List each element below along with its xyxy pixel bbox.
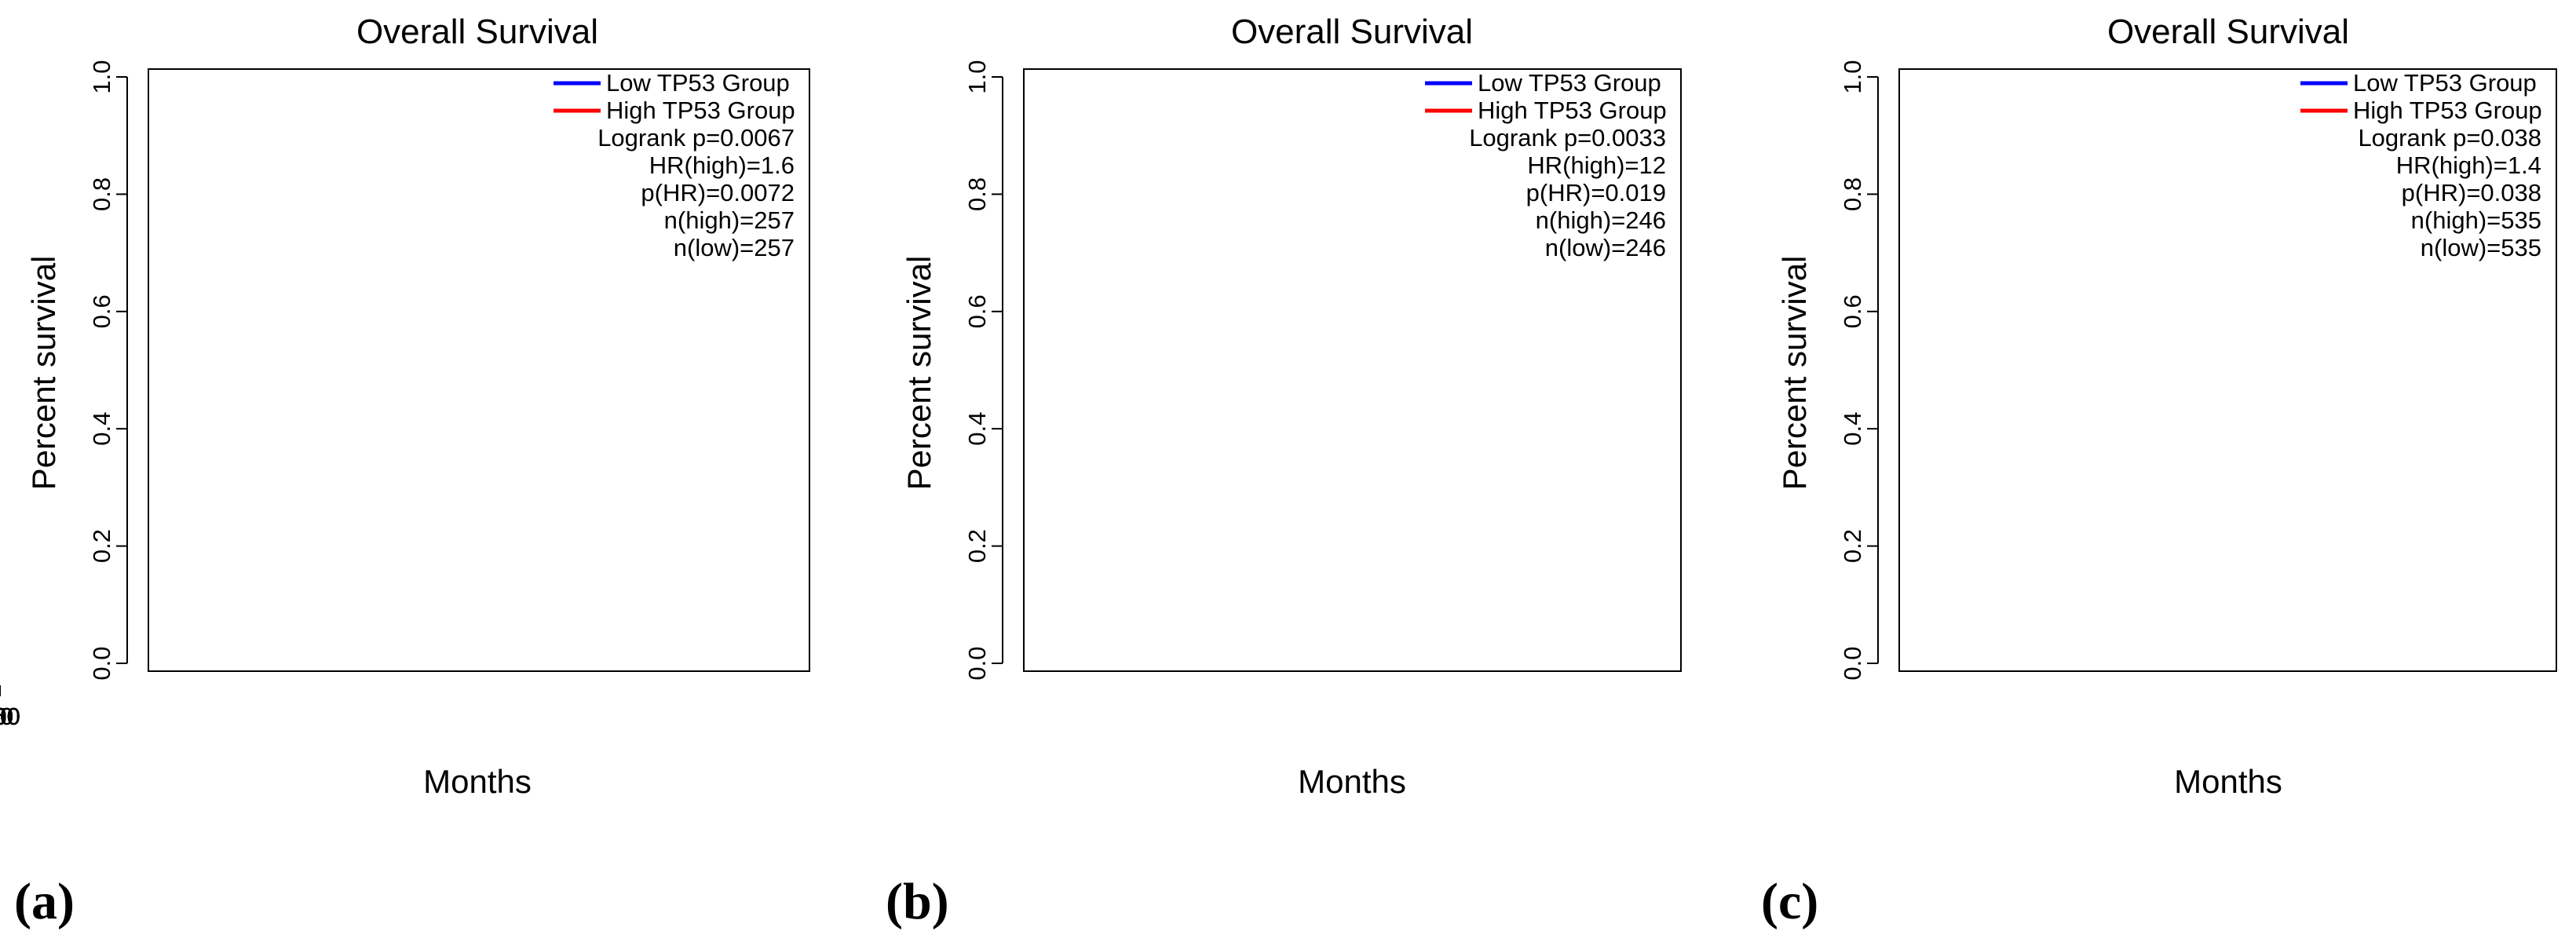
chart-title: Overall Survival <box>356 13 598 51</box>
y-axis-label: Percent survival <box>901 256 937 491</box>
y-tick-label: 0.0 <box>1839 646 1866 680</box>
y-tick-label: 1.0 <box>88 60 115 93</box>
y-tick-label: 0.2 <box>1839 529 1866 563</box>
x-axis-label: Months <box>1298 763 1406 800</box>
x-tick-label: 50 <box>0 703 13 730</box>
x-tick-label: 200 <box>0 703 20 730</box>
stat-label: n(high)=535 <box>2411 206 2541 234</box>
y-tick-label: 0.4 <box>1839 412 1866 446</box>
stat-label: p(HR)=0.019 <box>1526 179 1666 206</box>
stat-label: Logrank p=0.038 <box>2358 124 2541 152</box>
y-tick-label: 0.0 <box>88 646 115 680</box>
stat-label: HR(high)=1.4 <box>2396 152 2541 179</box>
stat-label: HR(high)=1.6 <box>649 152 795 179</box>
stat-label: n(high)=246 <box>1536 206 1666 234</box>
panel-c: Overall Survival Percent survival Months… <box>0 13 2557 930</box>
legend-entry: Low TP53 Group <box>606 69 790 97</box>
plot-area: 0.0 0.2 0.4 0.6 0.8 1.0 050100150200 Low TP53 G… <box>0 60 810 730</box>
y-tick-label: 0.8 <box>88 177 115 211</box>
legend-entry: Low TP53 Group <box>2353 69 2537 97</box>
y-tick-label: 0.0 <box>963 646 991 680</box>
legend-entry: High TP53 Group <box>2353 97 2542 124</box>
x-tick-label: 200 <box>0 703 20 730</box>
x-tick-label: 50 <box>0 703 13 730</box>
x-tick-label: 150 <box>0 703 20 730</box>
stat-label: p(HR)=0.038 <box>2402 179 2541 206</box>
stat-label: p(HR)=0.0072 <box>641 179 795 206</box>
panel-letter: (c) <box>1761 873 1818 930</box>
x-tick-label: 100 <box>0 703 20 730</box>
y-tick-label: 0.2 <box>963 529 991 563</box>
y-tick-label: 0.4 <box>963 412 991 446</box>
panel-a: Overall Survival Percent survival Months… <box>0 13 810 930</box>
y-tick-label: 0.4 <box>88 412 115 446</box>
plot-area: 0.0 0.2 0.4 0.6 0.8 1.0 050100150 Low TP53 Grou… <box>0 60 1682 730</box>
y-axis-label: Percent survival <box>1776 256 1813 491</box>
legend-entry: High TP53 Group <box>606 97 795 124</box>
x-axis-label: Months <box>2174 763 2282 800</box>
plot-frame <box>148 68 810 672</box>
y-tick-label: 0.2 <box>88 529 115 563</box>
y-tick-label: 1.0 <box>963 60 991 93</box>
x-tick-label: 250 <box>0 703 20 730</box>
x-tick-label: 150 <box>0 703 20 730</box>
y-tick-label: 0.8 <box>1839 177 1866 211</box>
stat-label: HR(high)=12 <box>1527 152 1666 179</box>
chart-title: Overall Survival <box>1231 13 1473 51</box>
plot-frame <box>1898 68 2557 672</box>
stat-label: n(low)=257 <box>674 234 795 261</box>
plot-frame <box>1023 68 1682 672</box>
x-tick-label: 0 <box>0 703 7 730</box>
stat-label: n(high)=257 <box>664 206 795 234</box>
chart-title: Overall Survival <box>2107 13 2349 51</box>
y-tick-label: 0.6 <box>1839 294 1866 328</box>
x-tick-label: 100 <box>0 703 20 730</box>
x-tick-label: 0 <box>0 703 7 730</box>
stat-label: n(low)=246 <box>1545 234 1666 261</box>
panel-letter: (b) <box>886 873 949 930</box>
panel-b: Overall Survival Percent survival Months… <box>0 13 1682 930</box>
panel-letter: (a) <box>14 873 75 930</box>
x-tick-label: 0 <box>0 703 7 730</box>
y-tick-label: 0.6 <box>88 294 115 328</box>
x-tick-label: 100 <box>0 703 20 730</box>
y-tick-label: 0.8 <box>963 177 991 211</box>
stat-label: Logrank p=0.0033 <box>1469 124 1666 152</box>
legend-entry: High TP53 Group <box>1478 97 1667 124</box>
x-tick-label: 50 <box>0 703 13 730</box>
y-axis-label: Percent survival <box>25 256 62 491</box>
y-tick-label: 1.0 <box>1839 60 1866 93</box>
plot-area: 0.0 0.2 0.4 0.6 0.8 1.0 050100150200250 Low TP5… <box>0 60 2557 730</box>
stat-label: Logrank p=0.0067 <box>597 124 795 152</box>
x-tick-label: 150 <box>0 703 20 730</box>
stat-label: n(low)=535 <box>2421 234 2541 261</box>
legend-entry: Low TP53 Group <box>1478 69 1661 97</box>
y-tick-label: 0.6 <box>963 294 991 328</box>
x-axis-label: Months <box>423 763 532 800</box>
